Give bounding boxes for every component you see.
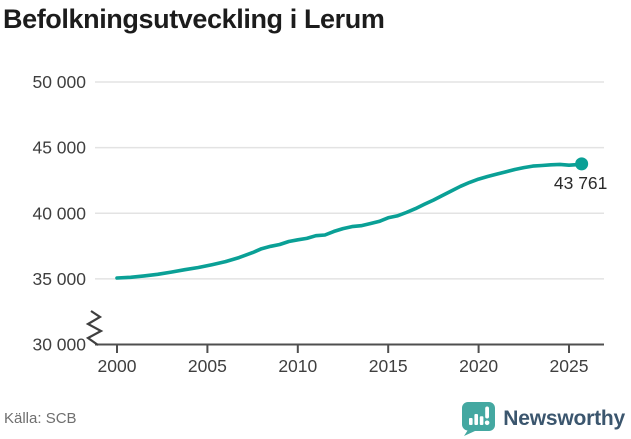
- x-axis-label: 2025: [550, 356, 589, 376]
- y-axis-label: 50 000: [32, 72, 86, 92]
- source-label: Källa: SCB: [4, 410, 77, 427]
- chart-title: Befolkningsutveckling i Lerum: [3, 4, 385, 34]
- logo-exclamation-dot: [485, 420, 490, 426]
- series-line: [115, 162, 584, 280]
- x-axis-label: 2010: [278, 356, 317, 376]
- newsworthy-logo[interactable]: Newsworthy: [462, 402, 625, 436]
- y-axis-label: 35 000: [32, 269, 86, 289]
- logo-bar-3: [480, 416, 484, 425]
- logo-bar-1: [469, 418, 473, 425]
- x-axis-label: 2000: [98, 356, 137, 376]
- x-axis-label: 2015: [369, 356, 408, 376]
- brand-name: Newsworthy: [503, 407, 625, 430]
- end-value-label: 43 761: [554, 173, 608, 193]
- logo-exclamation-bar: [485, 406, 490, 419]
- y-axis-label: 40 000: [32, 203, 86, 223]
- axis-break-icon: [85, 310, 104, 346]
- y-axis-label: 45 000: [32, 138, 86, 158]
- logo-bar-2: [474, 414, 479, 425]
- newsworthy-logo-icon: [462, 402, 496, 436]
- x-axis-label: 2005: [188, 356, 227, 376]
- end-point-dot: [575, 157, 589, 171]
- x-axis-label: 2020: [459, 356, 498, 376]
- y-axis-label: 30 000: [32, 335, 86, 355]
